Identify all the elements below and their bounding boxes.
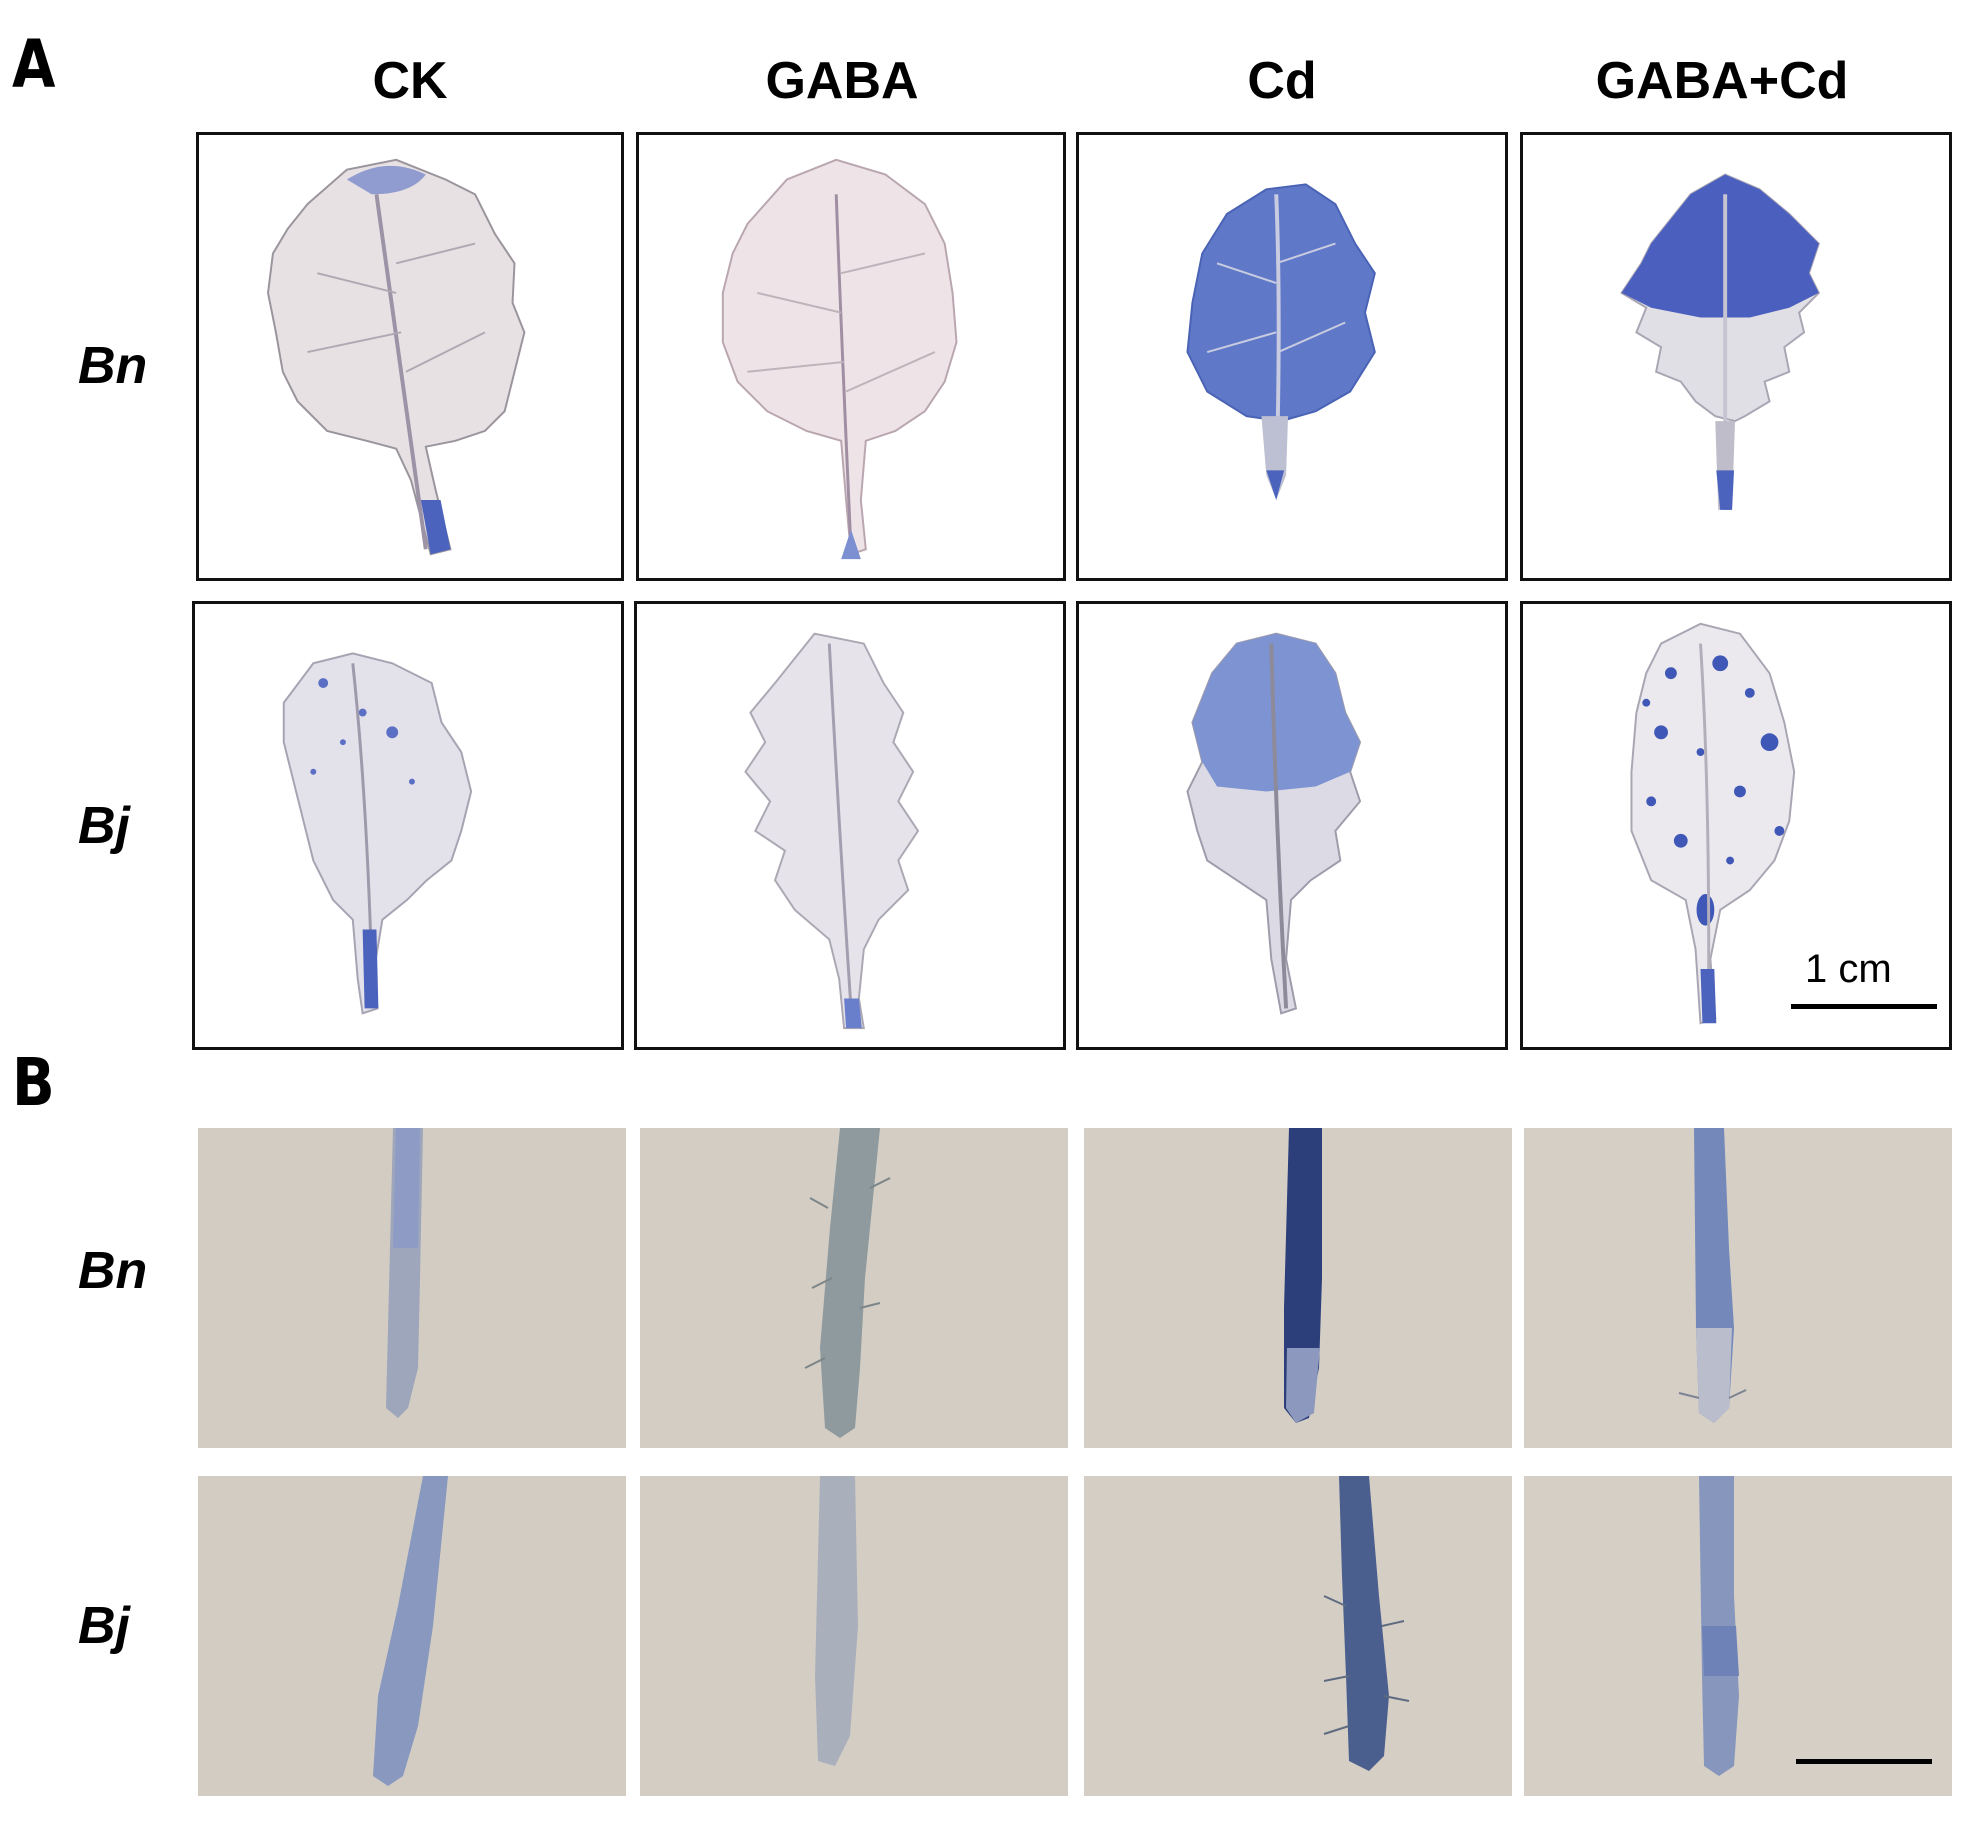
leaf-image-gabacd-bj: 1 cm — [1520, 601, 1952, 1050]
column-label-gaba-cd: GABA+Cd — [1595, 52, 1849, 110]
root-image-ck-bj — [198, 1476, 626, 1796]
root-gaba-bn-graphic — [640, 1128, 1068, 1448]
leaf-image-ck-bn — [196, 132, 624, 581]
row-label-b-bj: Bj — [78, 1597, 130, 1655]
leaf-gabacd-bj-graphic — [1630, 622, 1796, 1025]
column-label-ck: CK — [372, 52, 448, 110]
leaf-gabacd-bn-graphic — [1620, 173, 1821, 510]
root-ck-bn-graphic — [198, 1128, 626, 1448]
root-cd-bn-graphic — [1084, 1128, 1512, 1448]
root-image-gabacd-bj — [1524, 1476, 1952, 1796]
root-image-gabacd-bn — [1524, 1128, 1952, 1448]
root-image-gaba-bj — [640, 1476, 1068, 1796]
leaf-gaba-bn-graphic — [721, 158, 958, 560]
root-gabacd-bn-graphic — [1524, 1128, 1952, 1448]
panel-b-letter: B — [12, 1044, 55, 1121]
root-gabacd-bj-graphic — [1524, 1476, 1952, 1796]
row-label-a-bn: Bn — [78, 337, 148, 395]
scale-bar-leaf — [1791, 1004, 1937, 1009]
scale-bar-label: 1 cm — [1805, 947, 1892, 991]
root-image-ck-bn — [198, 1128, 626, 1448]
leaf-cd-bj-graphic — [1186, 632, 1362, 1015]
column-label-cd: Cd — [1247, 52, 1317, 110]
leaf-cd-bn-graphic — [1186, 183, 1376, 500]
root-ck-bj-graphic — [198, 1476, 626, 1796]
leaf-gaba-bj-graphic — [744, 632, 920, 1030]
root-gaba-bj-graphic — [640, 1476, 1068, 1796]
root-image-cd-bn — [1084, 1128, 1512, 1448]
panel-a-letter: A — [12, 26, 56, 103]
leaf-image-cd-bn — [1076, 132, 1508, 581]
leaf-ck-bj-graphic — [282, 652, 473, 1015]
root-image-gaba-bn — [640, 1128, 1068, 1448]
row-label-a-bj: Bj — [78, 797, 130, 855]
leaf-image-gaba-bn — [636, 132, 1066, 581]
column-label-gaba: GABA — [765, 52, 919, 110]
root-image-cd-bj — [1084, 1476, 1512, 1796]
root-cd-bj-graphic — [1084, 1476, 1512, 1796]
scale-bar-root — [1796, 1759, 1932, 1764]
leaf-image-gabacd-bn — [1520, 132, 1952, 581]
leaf-image-gaba-bj — [634, 601, 1066, 1050]
row-label-b-bn: Bn — [78, 1242, 148, 1300]
leaf-image-ck-bj — [192, 601, 624, 1050]
leaf-image-cd-bj — [1076, 601, 1508, 1050]
leaf-ck-bn-graphic — [267, 158, 526, 556]
